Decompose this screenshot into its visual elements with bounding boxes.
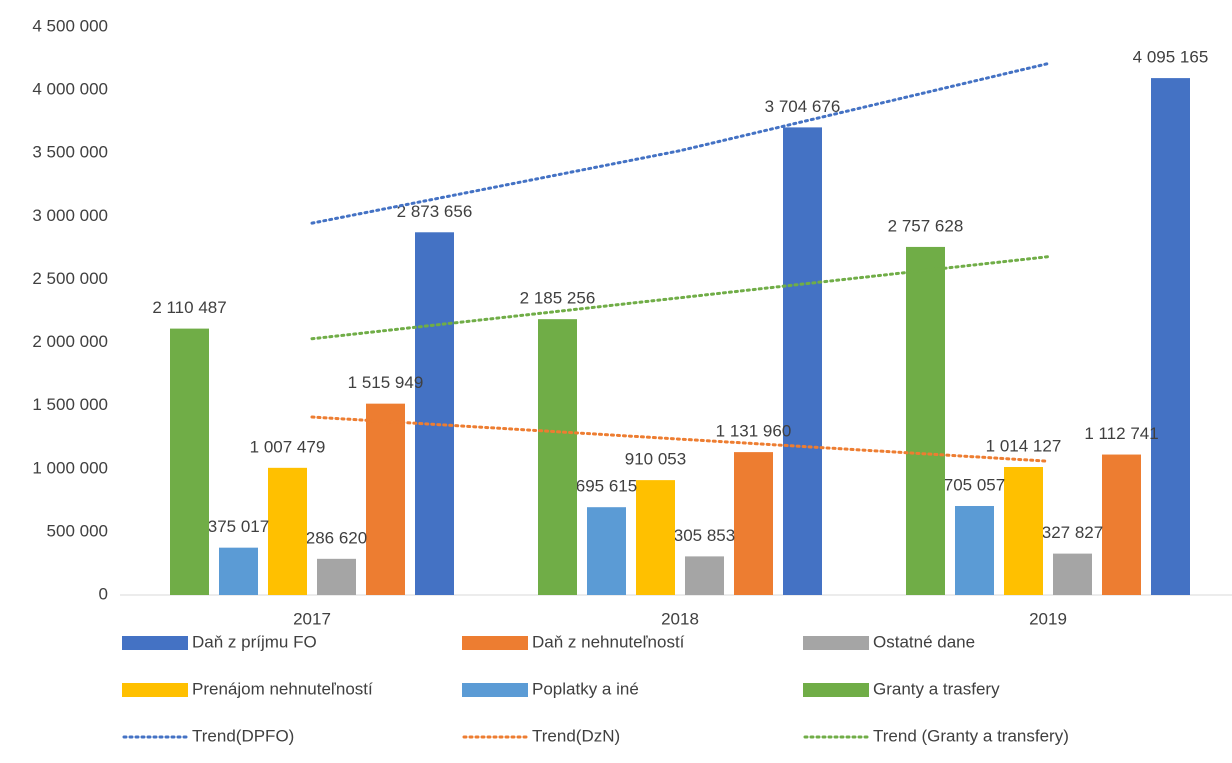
y-tick-label: 3 000 000	[32, 206, 108, 225]
trend-line	[310, 415, 1050, 463]
data-label: 910 053	[625, 450, 686, 469]
y-tick-label: 4 500 000	[32, 16, 108, 35]
x-tick-label: 2019	[1029, 609, 1067, 628]
data-label: 2 757 628	[888, 216, 964, 235]
x-tick-label: 2017	[293, 609, 331, 628]
legend-label: Granty a trasfery	[873, 679, 1000, 698]
legend-swatch	[462, 683, 528, 697]
y-tick-label: 4 000 000	[32, 80, 108, 99]
data-label: 1 007 479	[250, 437, 326, 456]
legend-label: Trend(DzN)	[532, 726, 620, 745]
data-label: 1 515 949	[348, 373, 424, 392]
bar	[955, 506, 994, 595]
bar	[587, 507, 626, 595]
legend-swatch	[803, 683, 869, 697]
data-label: 327 827	[1042, 523, 1103, 542]
legend-label: Trend(DPFO)	[192, 726, 294, 745]
y-tick-label: 2 000 000	[32, 332, 108, 351]
bar	[1151, 78, 1190, 595]
trend-line	[310, 62, 1050, 225]
data-label: 1 014 127	[986, 436, 1062, 455]
bar	[538, 319, 577, 595]
bar	[636, 480, 675, 595]
x-tick-label: 2018	[661, 609, 699, 628]
bar	[685, 556, 724, 595]
data-label: 1 112 741	[1084, 424, 1158, 443]
y-tick-label: 1 000 000	[32, 458, 108, 477]
bar	[783, 127, 822, 595]
bar	[734, 452, 773, 595]
y-tick-label: 2 500 000	[32, 269, 108, 288]
data-label: 2 185 256	[520, 289, 596, 308]
data-label: 2 110 487	[152, 298, 226, 317]
trend-line	[310, 255, 1050, 341]
bar	[317, 558, 356, 595]
bar	[906, 246, 945, 595]
legend-label: Ostatné dane	[873, 632, 975, 651]
data-label: 2 873 656	[397, 202, 473, 221]
bar	[170, 328, 209, 595]
y-tick-label: 3 500 000	[32, 143, 108, 162]
y-tick-label: 1 500 000	[32, 395, 108, 414]
data-label: 3 704 676	[765, 97, 841, 116]
bar	[1053, 553, 1092, 595]
bar	[415, 232, 454, 595]
bar	[1102, 454, 1141, 595]
legend-label: Prenájom nehnuteľností	[192, 679, 373, 698]
legend-label: Trend (Granty a transfery)	[873, 726, 1069, 745]
legend-swatch	[122, 636, 188, 650]
data-label: 286 620	[306, 528, 367, 547]
bar	[268, 467, 307, 595]
legend-swatch	[803, 636, 869, 650]
y-tick-label: 500 000	[47, 521, 108, 540]
legend-swatch	[122, 683, 188, 697]
data-label: 4 095 165	[1133, 48, 1209, 67]
data-label: 695 615	[576, 477, 637, 496]
legend-label: Daň z príjmu FO	[192, 632, 317, 651]
bar	[219, 547, 258, 595]
legend-swatch	[462, 636, 528, 650]
y-tick-label: 0	[99, 584, 108, 603]
legend-label: Poplatky a iné	[532, 679, 639, 698]
data-label: 375 017	[208, 517, 269, 536]
legend-label: Daň z nehnuteľností	[532, 632, 685, 651]
bar	[366, 403, 405, 595]
data-label: 705 057	[944, 475, 1005, 494]
data-label: 1 131 960	[716, 422, 792, 441]
bar	[1004, 466, 1043, 595]
data-label: 305 853	[674, 526, 735, 545]
